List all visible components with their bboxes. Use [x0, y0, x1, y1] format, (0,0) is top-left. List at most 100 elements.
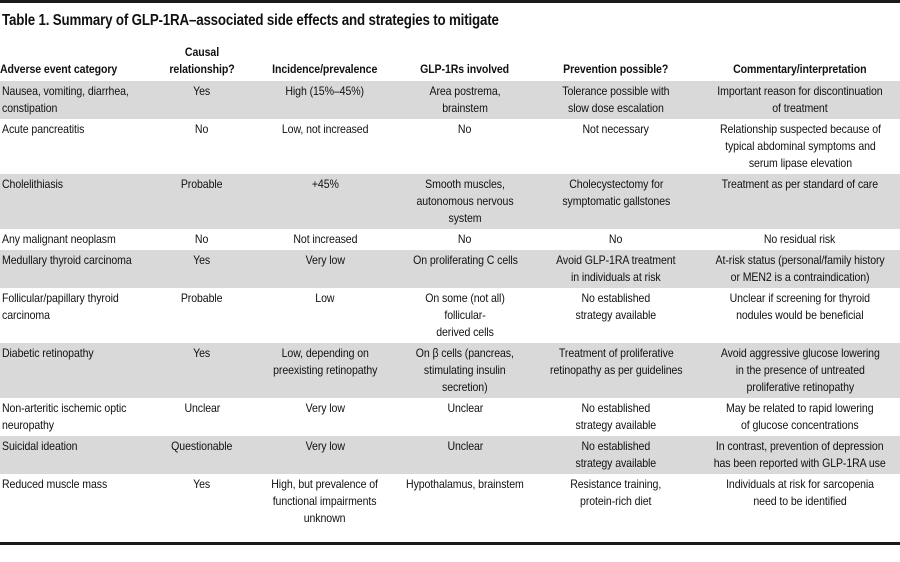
- table-cell: Very low: [252, 250, 398, 288]
- cell-text: No established strategy available: [575, 401, 657, 432]
- table-cell: In contrast, prevention of depression ha…: [700, 436, 900, 474]
- cell-text: No established strategy available: [575, 291, 657, 322]
- table-cell: Very low: [252, 398, 398, 436]
- table-cell: Cholecystectomy for symptomatic gallston…: [532, 174, 700, 229]
- cell-text: Medullary thyroid carcinoma: [2, 253, 132, 267]
- cell-text: Diabetic retinopathy: [2, 346, 94, 360]
- table-cell: Non-arteritic ischemic optic neuropathy: [0, 398, 152, 436]
- cell-text: No: [609, 232, 623, 246]
- table-cell: Treatment as per standard of care: [700, 174, 900, 229]
- table-cell: Medullary thyroid carcinoma: [0, 250, 152, 288]
- table-cell: Low, depending on preexisting retinopath…: [252, 343, 398, 398]
- cell-text: Acute pancreatitis: [2, 122, 85, 136]
- table-row-suicidal-ideation: Suicidal ideation Questionable Very low …: [0, 436, 900, 474]
- table-cell: Probable: [152, 174, 252, 229]
- table-cell: Unclear: [398, 398, 532, 436]
- cell-text: Individuals at risk for sarcopenia need …: [726, 477, 874, 508]
- table-cell: Important reason for discontinuation of …: [700, 81, 900, 119]
- column-header-label: Causal relationship?: [169, 45, 235, 76]
- cell-text: Nausea, vomiting, diarrhea, constipation: [2, 84, 129, 115]
- table-row-cholelithiasis: Cholelithiasis Probable +45% Smooth musc…: [0, 174, 900, 229]
- cell-text: High (15%–45%): [285, 84, 365, 98]
- cell-text: Relationship suspected because of typica…: [719, 122, 881, 170]
- cell-text: Yes: [193, 84, 211, 98]
- cell-text: Probable: [181, 291, 223, 305]
- column-header-adverse-event: Adverse event category: [0, 44, 152, 81]
- cell-text: No established strategy available: [575, 439, 657, 470]
- table-cell: Diabetic retinopathy: [0, 343, 152, 398]
- cell-text: Low, not increased: [281, 122, 369, 136]
- table-cell: +45%: [252, 174, 398, 229]
- table-cell: On some (not all) follicular- derived ce…: [398, 288, 532, 343]
- table-cell: On β cells (pancreas, stimulating insuli…: [398, 343, 532, 398]
- table-cell: Yes: [152, 250, 252, 288]
- cell-text: Yes: [193, 477, 211, 491]
- table-cell: Smooth muscles, autonomous nervous syste…: [398, 174, 532, 229]
- column-header-prevention: Prevention possible?: [532, 44, 700, 81]
- cell-text: Cholelithiasis: [2, 177, 63, 191]
- column-header-label: Adverse event category: [0, 62, 118, 76]
- table-row-nausea: Nausea, vomiting, diarrhea, constipation…: [0, 81, 900, 119]
- table-cell: Nausea, vomiting, diarrhea, constipation: [0, 81, 152, 119]
- table-cell: Yes: [152, 81, 252, 119]
- cell-text: Reduced muscle mass: [2, 477, 108, 491]
- cell-text: Unclear if screening for thyroid nodules…: [729, 291, 871, 322]
- cell-text: Tolerance possible with slow dose escala…: [562, 84, 670, 115]
- table-row-optic-neuropathy: Non-arteritic ischemic optic neuropathy …: [0, 398, 900, 436]
- table-cell: Questionable: [152, 436, 252, 474]
- cell-text: Any malignant neoplasm: [2, 232, 116, 246]
- cell-text: On proliferating C cells: [412, 253, 518, 267]
- table-row-pancreatitis: Acute pancreatitis No Low, not increased…: [0, 119, 900, 174]
- cell-text: No: [458, 122, 472, 136]
- table-cell: Relationship suspected because of typica…: [700, 119, 900, 174]
- table-cell: Very low: [252, 436, 398, 474]
- column-header-label: Commentary/interpretation: [733, 62, 867, 76]
- table-cell: Any malignant neoplasm: [0, 229, 152, 250]
- column-header-incidence: Incidence/prevalence: [252, 44, 398, 81]
- cell-text: Very low: [305, 253, 345, 267]
- cell-text: Not necessary: [582, 122, 650, 136]
- cell-text: Very low: [305, 401, 345, 415]
- cell-text: Avoid GLP-1RA treatment in individuals a…: [556, 253, 676, 284]
- cell-text: Avoid aggressive glucose lowering in the…: [720, 346, 880, 394]
- top-rule: [0, 0, 900, 3]
- cell-text: No: [195, 232, 209, 246]
- cell-text: Treatment of proliferative retinopathy a…: [549, 346, 683, 377]
- table-cell: No: [398, 229, 532, 250]
- cell-text: No residual risk: [764, 232, 836, 246]
- table-cell: No established strategy available: [532, 288, 700, 343]
- table-cell: Low: [252, 288, 398, 343]
- cell-text: Yes: [193, 253, 211, 267]
- cell-text: Not increased: [292, 232, 358, 246]
- table-cell: No: [152, 119, 252, 174]
- table-title: Table 1. Summary of GLP-1RA–associated s…: [2, 12, 499, 29]
- cell-text: Area postrema, brainstem: [429, 84, 501, 115]
- table-cell: High (15%–45%): [252, 81, 398, 119]
- table-cell: At-risk status (personal/family history …: [700, 250, 900, 288]
- table-cell: May be related to rapid lowering of gluc…: [700, 398, 900, 436]
- header-row: Adverse event category Causal relationsh…: [0, 44, 900, 81]
- cell-text: +45%: [311, 177, 339, 191]
- cell-text: Treatment as per standard of care: [721, 177, 879, 191]
- table-row-medullary-thyroid: Medullary thyroid carcinoma Yes Very low…: [0, 250, 900, 288]
- table-cell: Cholelithiasis: [0, 174, 152, 229]
- table-cell: Unclear: [152, 398, 252, 436]
- table-cell: Treatment of proliferative retinopathy a…: [532, 343, 700, 398]
- cell-text: Follicular/papillary thyroid carcinoma: [2, 291, 119, 322]
- column-header-label: Prevention possible?: [563, 62, 669, 76]
- table-cell: Unclear if screening for thyroid nodules…: [700, 288, 900, 343]
- table-cell: No: [398, 119, 532, 174]
- table-cell: Tolerance possible with slow dose escala…: [532, 81, 700, 119]
- cell-text: Non-arteritic ischemic optic neuropathy: [2, 401, 127, 432]
- table-row-follicular-thyroid: Follicular/papillary thyroid carcinoma P…: [0, 288, 900, 343]
- column-header-label: GLP-1Rs involved: [420, 62, 510, 76]
- cell-text: No: [195, 122, 209, 136]
- column-header-glp1rs: GLP-1Rs involved: [398, 44, 532, 81]
- cell-text: On some (not all) follicular- derived ce…: [425, 291, 505, 339]
- table-cell: Individuals at risk for sarcopenia need …: [700, 474, 900, 529]
- table-cell: Reduced muscle mass: [0, 474, 152, 529]
- cell-text: At-risk status (personal/family history …: [715, 253, 885, 284]
- column-header-commentary: Commentary/interpretation: [700, 44, 900, 81]
- table-cell: Not increased: [252, 229, 398, 250]
